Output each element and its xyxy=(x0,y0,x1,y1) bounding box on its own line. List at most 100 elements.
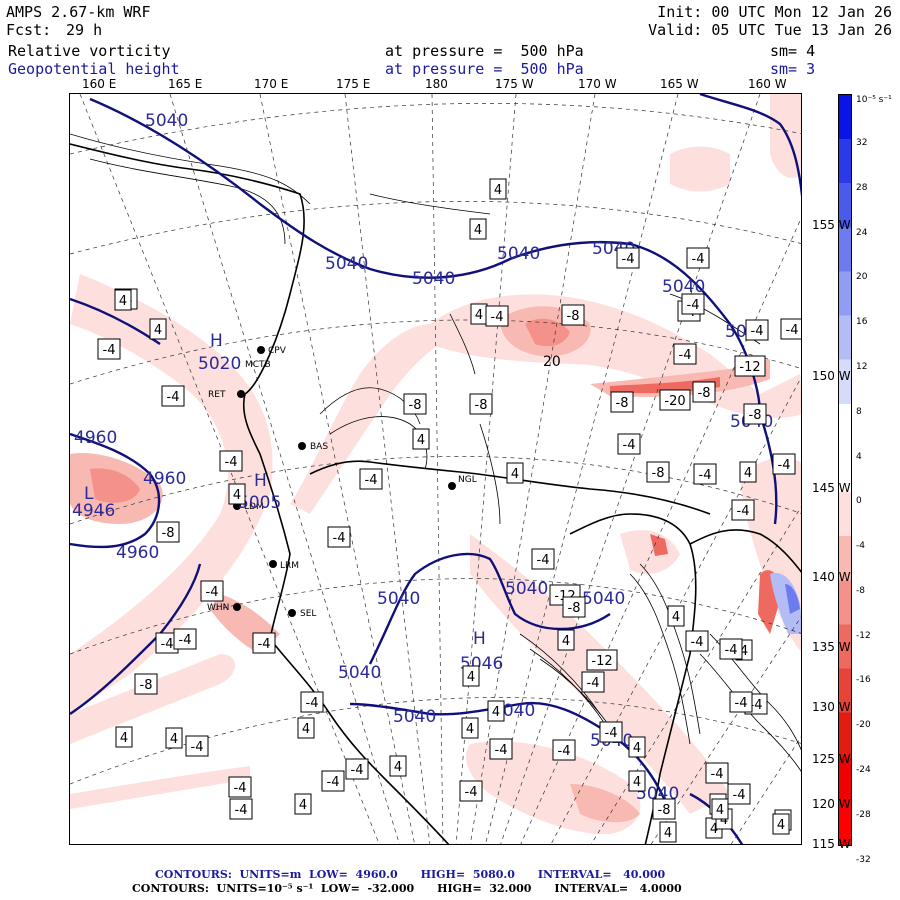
vorticity-label-box: -4 xyxy=(616,247,640,269)
svg-text:-4: -4 xyxy=(167,390,180,405)
svg-text:4: 4 xyxy=(302,722,310,737)
svg-text:-4: -4 xyxy=(691,635,704,650)
height-label: 5040 xyxy=(505,579,548,599)
station-lrm: LRM xyxy=(280,561,299,571)
vorticity-label-box: 4 xyxy=(739,461,757,483)
vorticity-label-box: -4 xyxy=(185,735,209,757)
svg-text:-4: -4 xyxy=(733,788,746,803)
lat-label: 120 W xyxy=(812,797,851,811)
station-whn: WHN xyxy=(207,603,229,613)
vorticity-label-box: -4 xyxy=(489,738,513,760)
field1-pressure: at pressure = 500 hPa xyxy=(385,42,584,60)
colorbar xyxy=(838,94,852,846)
station-ldm: LDM xyxy=(244,502,264,512)
vorticity-label-box: -4 xyxy=(731,499,755,521)
svg-text:-8: -8 xyxy=(140,678,153,693)
height-label: 5040 xyxy=(412,269,455,289)
valid-time: Valid: 05 UTC Tue 13 Jan 26 xyxy=(648,21,892,39)
vorticity-label-box: -4 xyxy=(745,319,769,341)
station-sel: SEL xyxy=(300,609,316,619)
lon-label: 170 E xyxy=(254,77,289,91)
vorticity-label-box: -4 xyxy=(686,247,710,269)
map-panel[interactable]: CPV MCTB RET BAS NGL LDM LRM WHN SEL 504… xyxy=(69,93,802,845)
vorticity-label-box: -4 xyxy=(772,453,796,475)
svg-text:4: 4 xyxy=(417,433,425,448)
vorticity-label-box: 4 xyxy=(294,793,312,815)
svg-text:-4: -4 xyxy=(623,438,636,453)
svg-text:-4: -4 xyxy=(491,310,504,325)
svg-text:-4: -4 xyxy=(737,504,750,519)
vorticity-label-box: 4 xyxy=(228,483,246,505)
svg-text:-20: -20 xyxy=(664,394,685,409)
vorticity-label-box: -4 xyxy=(345,758,369,780)
field1-smoothing: sm= 4 xyxy=(770,42,816,60)
svg-text:4: 4 xyxy=(170,732,178,747)
svg-text:-8: -8 xyxy=(567,309,580,324)
vorticity-label-box: -4 xyxy=(673,343,697,365)
footer-height-contours: CONTOURS: UNITS=m LOW= 4960.0 HIGH= 5080… xyxy=(155,868,666,881)
svg-text:-4: -4 xyxy=(333,531,346,546)
svg-text:-4: -4 xyxy=(679,348,692,363)
svg-text:4: 4 xyxy=(299,798,307,813)
svg-text:-4: -4 xyxy=(751,324,764,339)
vorticity-label-box: 4 xyxy=(628,736,646,758)
vorticity-label-box: 4 xyxy=(506,462,524,484)
vorticity-label-box: -4 xyxy=(729,691,753,713)
svg-text:4: 4 xyxy=(710,822,718,837)
vorticity-label-box: -8 xyxy=(610,391,634,413)
height-contours xyxy=(70,94,801,844)
svg-text:4: 4 xyxy=(120,731,128,746)
colorbar-tick: 16 xyxy=(856,317,868,328)
vorticity-label-box: -8 xyxy=(403,393,427,415)
svg-text:4: 4 xyxy=(744,466,752,481)
svg-text:-4: -4 xyxy=(161,637,174,652)
forecast-hour: 29 h xyxy=(66,21,103,39)
svg-text:4: 4 xyxy=(777,818,785,833)
height-label: 5040 xyxy=(497,244,540,264)
svg-text:-4: -4 xyxy=(327,775,340,790)
height-label: 5040 xyxy=(145,111,188,131)
height-label: 5040 xyxy=(582,589,625,609)
vorticity-label-box: -8 xyxy=(156,521,180,543)
vorticity-label-box: 4 xyxy=(461,717,479,739)
vorticity-label-box: -4 xyxy=(459,780,483,802)
station-mctb: MCTB xyxy=(245,360,271,370)
svg-text:-4: -4 xyxy=(234,781,247,796)
svg-text:-4: -4 xyxy=(725,643,738,658)
vorticity-label-box: -4 xyxy=(681,293,705,315)
vorticity-label-box: 4 xyxy=(469,218,487,240)
lon-label: 175 E xyxy=(336,77,371,91)
svg-text:4: 4 xyxy=(511,467,519,482)
vorticity-label-box: -20 xyxy=(659,389,691,411)
lon-label: 170 W xyxy=(578,77,617,91)
svg-text:-4: -4 xyxy=(465,785,478,800)
field2-pressure: at pressure = 500 hPa xyxy=(385,60,584,78)
vorticity-label-box: -4 xyxy=(300,691,324,713)
height-label: 4960 xyxy=(116,543,159,563)
vorticity-label-box: -4 xyxy=(727,783,751,805)
station-ngl: NGL xyxy=(458,475,477,485)
svg-text:4: 4 xyxy=(720,813,728,828)
svg-text:-8: -8 xyxy=(616,396,629,411)
high-center: H xyxy=(254,471,267,491)
svg-text:-4: -4 xyxy=(750,698,763,713)
svg-text:-4: -4 xyxy=(622,252,635,267)
lon-label: 175 W xyxy=(495,77,534,91)
colorbar-tick: 0 xyxy=(856,496,862,507)
colorbar-tick: 20 xyxy=(856,272,868,283)
lat-label: 135 W xyxy=(812,640,851,654)
vorticity-label-box: 4 xyxy=(489,178,507,200)
height-label: 4960 xyxy=(74,428,117,448)
height-label: 5040 xyxy=(377,589,420,609)
station-bas: BAS xyxy=(310,442,328,452)
vorticity-label-box: 4 xyxy=(628,770,646,792)
height-label: 5040 xyxy=(338,663,381,683)
svg-text:-8: -8 xyxy=(162,526,175,541)
vorticity-label-box: 4 xyxy=(297,717,315,739)
svg-text:4: 4 xyxy=(716,803,724,818)
svg-text:-4: -4 xyxy=(778,458,791,473)
vorticity-max-value: 20 xyxy=(543,354,561,370)
vorticity-label-box: -4 xyxy=(485,305,509,327)
svg-text:-4: -4 xyxy=(235,803,248,818)
svg-text:-4: -4 xyxy=(365,473,378,488)
